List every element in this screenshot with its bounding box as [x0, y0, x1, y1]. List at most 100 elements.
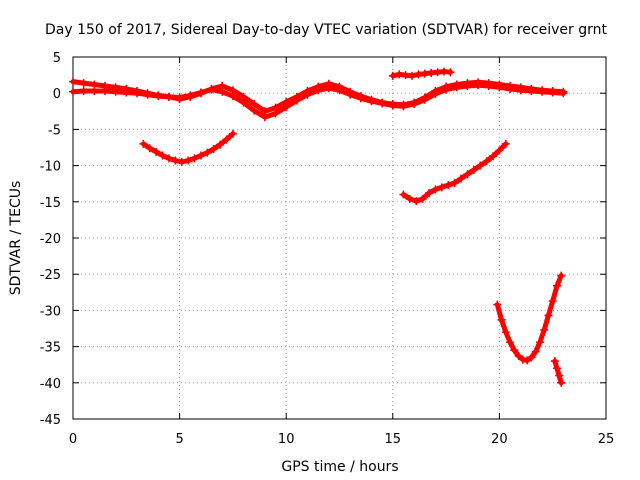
- y-tick-label: -45: [40, 413, 61, 428]
- data-point-marker: [90, 87, 99, 96]
- series-trace: [552, 358, 564, 386]
- data-point-marker: [510, 346, 519, 355]
- data-point-marker: [431, 89, 440, 98]
- data-point-marker: [399, 190, 408, 199]
- data-point-marker: [260, 113, 269, 122]
- y-tick-label: -30: [40, 304, 61, 319]
- data-point-marker: [557, 378, 566, 387]
- data-point-marker: [132, 89, 141, 98]
- data-point-marker: [484, 81, 493, 90]
- data-point-marker: [557, 271, 566, 280]
- y-tick-label: 0: [53, 87, 61, 102]
- data-point-marker: [442, 85, 451, 94]
- data-point-marker: [516, 86, 525, 95]
- data-point-marker: [425, 189, 434, 198]
- data-point-marker: [482, 157, 491, 166]
- data-point-marker: [431, 185, 440, 194]
- data-point-marker: [474, 81, 483, 90]
- data-point-marker: [548, 296, 557, 305]
- data-point-marker: [407, 71, 416, 80]
- data-point-marker: [367, 97, 376, 106]
- data-point-marker: [335, 86, 344, 95]
- data-point-marker: [164, 154, 173, 163]
- series-parabola-20h-23h: [493, 271, 566, 365]
- data-point-marker: [559, 89, 568, 98]
- chart-title: Day 150 of 2017, Sidereal Day-to-day VTE…: [45, 22, 607, 38]
- data-point-marker: [207, 85, 216, 94]
- data-point-marker: [228, 92, 237, 101]
- data-point-marker: [184, 156, 193, 165]
- data-point-marker: [143, 90, 152, 99]
- data-point-marker: [190, 154, 199, 163]
- data-point-marker: [523, 356, 532, 365]
- data-point-marker: [527, 353, 536, 362]
- data-point-marker: [469, 165, 478, 174]
- data-point-marker: [388, 71, 397, 80]
- data-point-marker: [405, 194, 414, 203]
- data-point-marker: [548, 88, 557, 97]
- data-point-marker: [79, 79, 88, 88]
- data-point-marker: [446, 68, 455, 77]
- data-point-marker: [489, 152, 498, 161]
- x-tick-labels: 0 5 10 15 20 25: [69, 432, 614, 447]
- data-point-marker: [457, 174, 466, 183]
- data-point-marker: [324, 84, 333, 93]
- data-point-marker: [196, 88, 205, 97]
- data-point-marker: [218, 87, 227, 96]
- data-point-marker: [209, 144, 218, 153]
- data-point-marker: [378, 99, 387, 108]
- data-point-marker: [177, 157, 186, 166]
- data-point-marker: [139, 139, 148, 148]
- data-point-marker: [493, 300, 502, 309]
- data-point-marker: [412, 197, 421, 206]
- data-point-marker: [501, 139, 510, 148]
- data-point-marker: [476, 161, 485, 170]
- y-tick-label: -5: [48, 123, 61, 138]
- series-band-0b: [69, 81, 568, 122]
- data-series: [69, 67, 568, 387]
- data-point-marker: [239, 98, 248, 107]
- data-point-marker: [495, 83, 504, 92]
- data-point-marker: [111, 87, 120, 96]
- data-point-marker: [314, 86, 323, 95]
- data-point-marker: [544, 311, 553, 320]
- data-point-marker: [145, 144, 154, 153]
- data-point-marker: [527, 87, 536, 96]
- data-point-marker: [550, 357, 559, 366]
- data-point-marker: [216, 140, 225, 149]
- data-point-marker: [203, 148, 212, 157]
- series-arc-15.5h-20.4h: [399, 139, 510, 206]
- data-point-marker: [437, 183, 446, 192]
- data-point-marker: [495, 146, 504, 155]
- data-point-marker: [122, 88, 131, 97]
- data-point-marker: [356, 94, 365, 103]
- y-tick-label: -40: [40, 377, 61, 392]
- y-tick-label: -20: [40, 232, 61, 247]
- data-point-marker: [175, 93, 184, 102]
- data-point-marker: [228, 129, 237, 138]
- data-point-marker: [69, 77, 77, 86]
- y-tick-labels: -45 -40 -35 -30 -25 -20 -15 -10 -5 0 5: [40, 51, 61, 428]
- data-point-marker: [100, 87, 109, 96]
- series-trace: [494, 273, 564, 363]
- x-tick-label: 20: [491, 432, 508, 447]
- x-axis-label: GPS time / hours: [281, 459, 398, 475]
- data-point-marker: [186, 91, 195, 100]
- data-point-marker: [388, 101, 397, 110]
- data-point-marker: [540, 325, 549, 334]
- data-point-marker: [158, 151, 167, 160]
- x-tick-label: 25: [598, 432, 615, 447]
- data-point-marker: [535, 338, 544, 347]
- y-tick-label: -10: [40, 160, 61, 175]
- data-point-marker: [506, 338, 515, 347]
- data-point-marker: [497, 315, 506, 324]
- data-point-marker: [171, 156, 180, 165]
- data-point-marker: [444, 181, 453, 190]
- data-point-marker: [152, 147, 161, 156]
- data-point-marker: [552, 281, 561, 290]
- data-point-marker: [222, 135, 231, 144]
- data-point-marker: [463, 81, 472, 90]
- data-point-marker: [463, 170, 472, 179]
- y-tick-label: -25: [40, 268, 61, 283]
- series-trace: [401, 141, 509, 204]
